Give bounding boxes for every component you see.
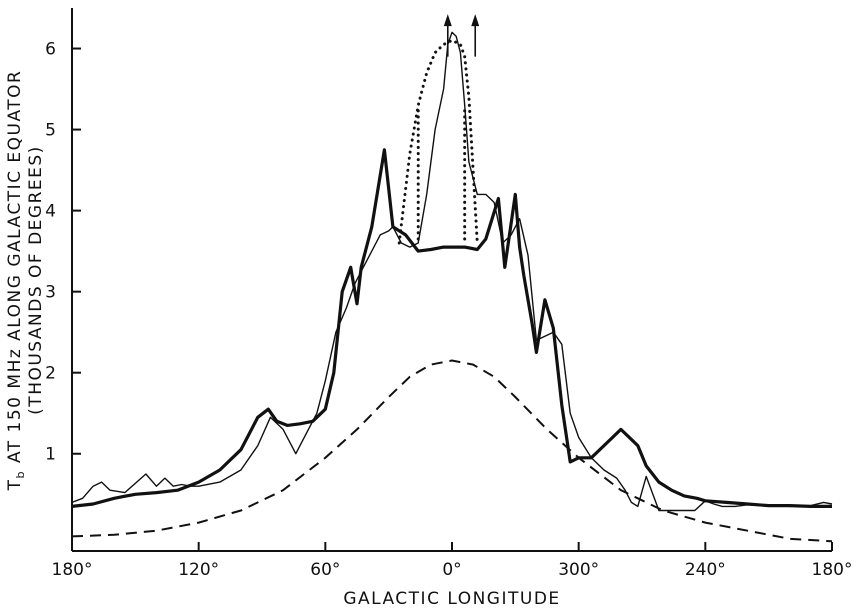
y-axis-title-symbol: T — [5, 478, 25, 491]
x-axis-title: GALACTIC LONGITUDE — [343, 589, 560, 609]
y-tick-label: 1 — [45, 445, 56, 465]
tick-group: 180° 120° 60° 0° 300° 240° 180° 1 2 3 4 5 6 — [45, 40, 852, 580]
series-line-dashed — [72, 361, 832, 542]
arrow-head — [471, 14, 479, 26]
annotation-group — [418, 14, 479, 239]
x-tick-label: 180° — [812, 560, 853, 580]
y-axis-title: Tb AT 150 MHz ALONG GALACTIC EQUATOR (TH… — [5, 70, 46, 492]
arrow-head — [444, 14, 452, 26]
y-axis-title-line1: Tb AT 150 MHz ALONG GALACTIC EQUATOR — [5, 70, 27, 492]
x-tick-label: 120° — [178, 560, 219, 580]
series-line-thick — [72, 150, 832, 507]
x-tick-label: 0° — [442, 560, 461, 580]
y-tick-label: 4 — [45, 202, 56, 222]
series-group — [72, 32, 832, 541]
series-line-thin — [72, 32, 832, 510]
x-tick-label: 240° — [685, 560, 726, 580]
x-tick-label: 60° — [310, 560, 340, 580]
axes — [72, 8, 832, 551]
x-tick-label: 300° — [558, 560, 599, 580]
y-axis-title-rest: AT 150 MHz ALONG GALACTIC EQUATOR — [5, 70, 25, 470]
y-axis-title-line2: (THOUSANDS OF DEGREES) — [26, 145, 46, 415]
y-tick-label: 6 — [45, 40, 56, 60]
y-tick-label: 3 — [45, 283, 56, 303]
y-tick-label: 5 — [45, 121, 56, 141]
x-tick-label: 180° — [52, 560, 93, 580]
y-axis-title-subscript: b — [14, 470, 27, 478]
y-tick-label: 2 — [45, 364, 56, 384]
